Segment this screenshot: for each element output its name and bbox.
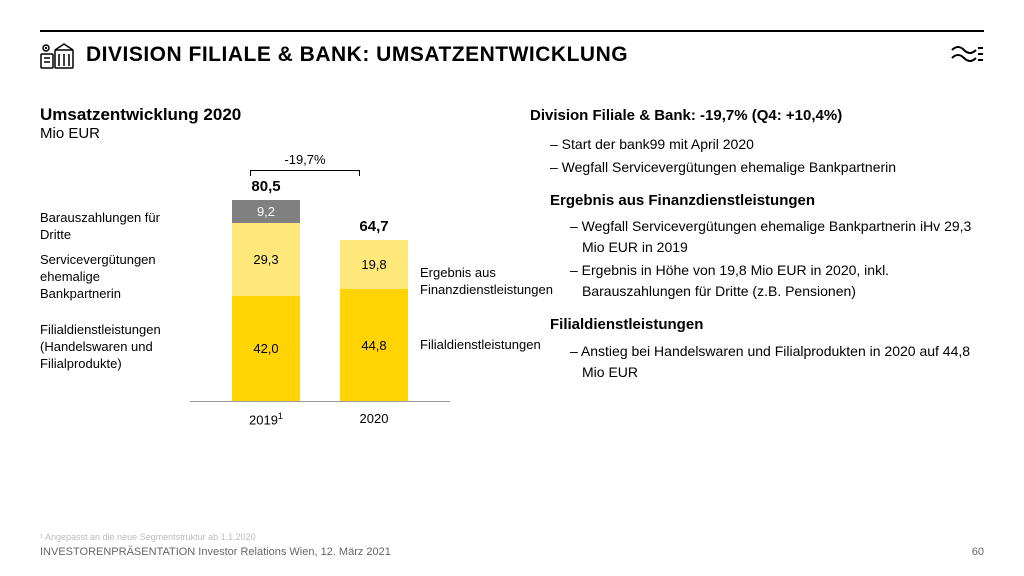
bullet-item: – Wegfall Servicevergütungen ehemalige B… (542, 157, 984, 178)
slide-footer: ¹ Angepasst an die neue Segmentstruktur … (40, 532, 984, 558)
stacked-bar-chart: -19,7% Barauszahlungen für Dritte Service… (40, 152, 510, 432)
text-column: Division Filiale & Bank: -19,7% (Q4: +10… (510, 105, 984, 526)
bar-segment: 29,3 (232, 223, 300, 296)
chart-subtitle: Mio EUR (40, 125, 510, 142)
bullet-item: – Wegfall Servicevergütungen ehemalige B… (542, 216, 984, 258)
bar: 42,029,39,280,5 (232, 200, 300, 401)
chart-column: Umsatzentwicklung 2020 Mio EUR -19,7% Ba… (40, 105, 510, 526)
slide-title: DIVISION FILIALE & BANK: UMSATZENTWICKLU… (86, 43, 628, 67)
bar-total: 64,7 (340, 218, 408, 235)
section2-title: Filialdienstleistungen (530, 314, 984, 337)
footnote: ¹ Angepasst an die neue Segmentstruktur … (40, 532, 984, 542)
bullet-item: – Start der bank99 mit April 2020 (542, 134, 984, 155)
delta-annotation: -19,7% (240, 152, 370, 167)
bar-segment: 42,0 (232, 296, 300, 401)
x-axis-label: 2020 (340, 411, 408, 426)
slide-header: DIVISION FILIALE & BANK: UMSATZENTWICKLU… (40, 30, 984, 70)
section1-title: Ergebnis aus Finanzdienstleistungen (530, 190, 984, 213)
delta-label: -19,7% (284, 152, 325, 167)
bar: 44,819,864,7 (340, 240, 408, 402)
right-heading: Division Filiale & Bank: -19,7% (Q4: +10… (530, 105, 984, 128)
chart-title: Umsatzentwicklung 2020 (40, 105, 510, 125)
bar-total: 80,5 (232, 178, 300, 195)
x-axis-labels: 20191 2020 (190, 407, 450, 432)
legend-left-item: Filialdienstleistungen (Handelswaren und… (40, 322, 180, 373)
bullet-item: – Ergebnis in Höhe von 19,8 Mio EUR in 2… (542, 260, 984, 302)
bars-container: 42,029,39,280,544,819,864,7 (190, 192, 450, 402)
bar-segment: 9,2 (232, 200, 300, 223)
slide-content: Umsatzentwicklung 2020 Mio EUR -19,7% Ba… (40, 105, 984, 526)
page-number: 60 (972, 546, 984, 558)
bullet-item: – Anstieg bei Handelswaren und Filialpro… (542, 341, 984, 383)
branch-bank-icon (40, 40, 76, 70)
post-logo-icon (950, 44, 984, 66)
legend-left-item: Servicevergütungen ehemalige Bankpartner… (40, 252, 180, 303)
legend-left-item: Barauszahlungen für Dritte (40, 210, 180, 244)
x-axis-label: 20191 (232, 411, 300, 427)
bar-segment: 19,8 (340, 240, 408, 290)
bar-segment: 44,8 (340, 289, 408, 401)
footer-text: INVESTORENPRÄSENTATION Investor Relation… (40, 546, 391, 558)
